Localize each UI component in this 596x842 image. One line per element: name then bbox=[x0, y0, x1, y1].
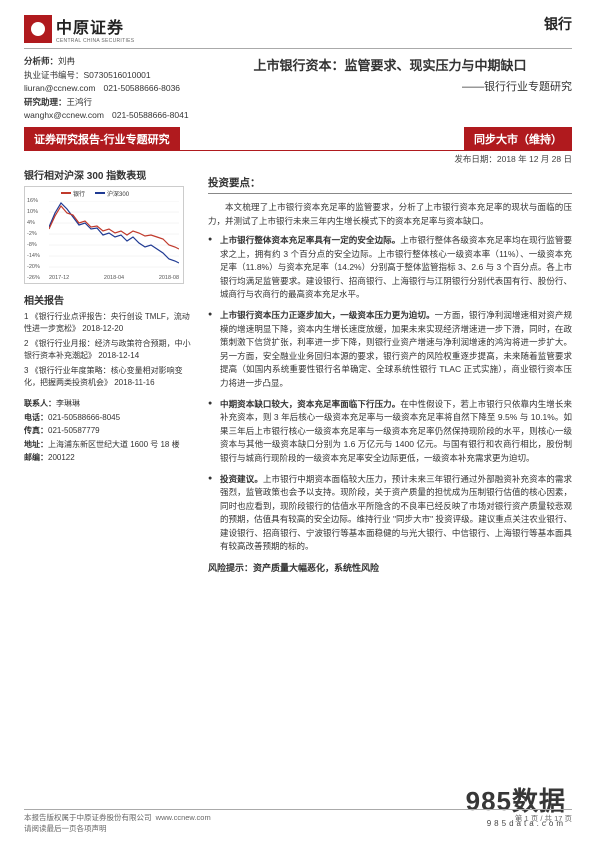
license-label: 执业证书编号： bbox=[24, 70, 84, 80]
logo: 中原证券 CENTRAL CHINA SECURITIES bbox=[24, 14, 134, 44]
page-header: 中原证券 CENTRAL CHINA SECURITIES 银行 bbox=[24, 14, 572, 49]
related-item: 1 《银行行业点评报告：央行创设 TMLF，流动性进一步宽松》 2018-12-… bbox=[24, 311, 196, 335]
footer-url: www.ccnew.com bbox=[156, 813, 211, 822]
bullet-item: 投资建议。上市银行中期资本面临较大压力，预计未来三年银行通过外部融资补充资本的需… bbox=[208, 473, 572, 555]
title-bar: 证券研究报告-行业专题研究 同步大市（维持） bbox=[24, 127, 572, 151]
contact-zip: 200122 bbox=[48, 453, 75, 462]
series-1 bbox=[49, 206, 179, 249]
assistant-tel: 021-50588666-8041 bbox=[112, 109, 189, 123]
chart-x-axis: 2017-122018-042018-08 bbox=[49, 275, 179, 281]
analyst-email: liuran@ccnew.com bbox=[24, 82, 95, 96]
company-name-cn: 中原证券 bbox=[56, 14, 134, 38]
assistant-name: 王鸿行 bbox=[67, 97, 93, 107]
related-item: 2 《银行行业月报：经济与政策符合预期，中小银行资本补充潮起》 2018-12-… bbox=[24, 338, 196, 362]
performance-chart: 银行 沪深300 16%10%4%-2%-8%-14%-20%-26% 2017… bbox=[24, 186, 184, 284]
contact-tel-label: 电话： bbox=[24, 413, 48, 422]
chart-y-axis: 16%10%4%-2%-8%-14%-20%-26% bbox=[27, 199, 40, 287]
titlebar-right: 同步大市（维持） bbox=[464, 127, 572, 151]
footer-copyright: 本报告版权属于中原证券股份有限公司 bbox=[24, 813, 152, 822]
contact-tel: 021-50588666-8045 bbox=[48, 413, 120, 422]
contact-fax-label: 传真： bbox=[24, 426, 48, 435]
header-category: 银行 bbox=[544, 14, 572, 34]
legend-label: 沪深300 bbox=[107, 189, 129, 198]
related-heading: 相关报告 bbox=[24, 292, 196, 307]
analyst-name: 刘冉 bbox=[58, 56, 75, 66]
contact-addr-label: 地址： bbox=[24, 440, 48, 449]
page-footer: 本报告版权属于中原证券股份有限公司 www.ccnew.com 请阅读最后一页各… bbox=[24, 809, 572, 834]
license-no: S0730516010001 bbox=[84, 70, 151, 80]
company-name-en: CENTRAL CHINA SECURITIES bbox=[56, 38, 134, 44]
legend-swatch bbox=[61, 192, 71, 194]
contact-addr: 上海浦东新区世纪大道 1600 号 18 楼 bbox=[48, 440, 180, 449]
legend-swatch bbox=[95, 192, 105, 194]
publish-date: 发布日期：2018 年 12 月 28 日 bbox=[208, 153, 572, 165]
bullet-item: 中期资本缺口较大，资本充足率面临下行压力。在中性假设下，若上市银行只依靠内生增长… bbox=[208, 398, 572, 466]
logo-icon bbox=[24, 15, 52, 43]
risk-warning: 风险提示：资产质量大幅恶化，系统性风险 bbox=[208, 561, 572, 574]
chart-svg bbox=[49, 201, 179, 271]
analyst-info: 分析师：刘冉 执业证书编号：S0730516010001 liuran@ccne… bbox=[24, 55, 196, 123]
chart-legend: 银行 沪深300 bbox=[61, 189, 129, 198]
contact-block: 联系人：李琳琳 电话：021-50588666-8045 传真：021-5058… bbox=[24, 397, 196, 465]
assistant-label: 研究助理： bbox=[24, 97, 67, 107]
assistant-email: wanghx@ccnew.com bbox=[24, 109, 104, 123]
chart-title: 银行相对沪深 300 指数表现 bbox=[24, 167, 196, 182]
contact-zip-label: 邮编： bbox=[24, 453, 48, 462]
related-item: 3 《银行行业年度策略：核心变量相对影响变化，把握两类投资机会》 2018-11… bbox=[24, 365, 196, 389]
footer-disclaimer: 请阅读最后一页各项声明 bbox=[24, 824, 107, 833]
related-reports: 1 《银行行业点评报告：央行创设 TMLF，流动性进一步宽松》 2018-12-… bbox=[24, 311, 196, 389]
titlebar-left: 证券研究报告-行业专题研究 bbox=[24, 127, 180, 151]
legend-label: 银行 bbox=[73, 189, 85, 198]
intro-text: 本文梳理了上市银行资本充足率的监管要求，分析了上市银行资本充足率的现状与面临的压… bbox=[208, 200, 572, 228]
page-number: 第 1 页 / 共 17 页 bbox=[515, 813, 572, 834]
analyst-label: 分析师： bbox=[24, 56, 58, 66]
contact-name: 李琳琳 bbox=[56, 399, 80, 408]
report-title: 上市银行资本：监管要求、现实压力与中期缺口 bbox=[208, 55, 572, 74]
contact-name-label: 联系人： bbox=[24, 399, 56, 408]
bullet-list: 上市银行整体资本充足率具有一定的安全边际。上市银行整体各级资本充足率均在现行监管… bbox=[208, 234, 572, 554]
investment-heading: 投资要点： bbox=[208, 175, 572, 194]
contact-fax: 021-50587779 bbox=[48, 426, 100, 435]
analyst-tel: 021-50588666-8036 bbox=[103, 82, 180, 96]
report-subtitle: ——银行行业专题研究 bbox=[208, 78, 572, 94]
bullet-item: 上市银行资本压力正逐步加大，一级资本压力更为迫切。一方面，银行净利润增速相对资产… bbox=[208, 309, 572, 391]
bullet-item: 上市银行整体资本充足率具有一定的安全边际。上市银行整体各级资本充足率均在现行监管… bbox=[208, 234, 572, 302]
